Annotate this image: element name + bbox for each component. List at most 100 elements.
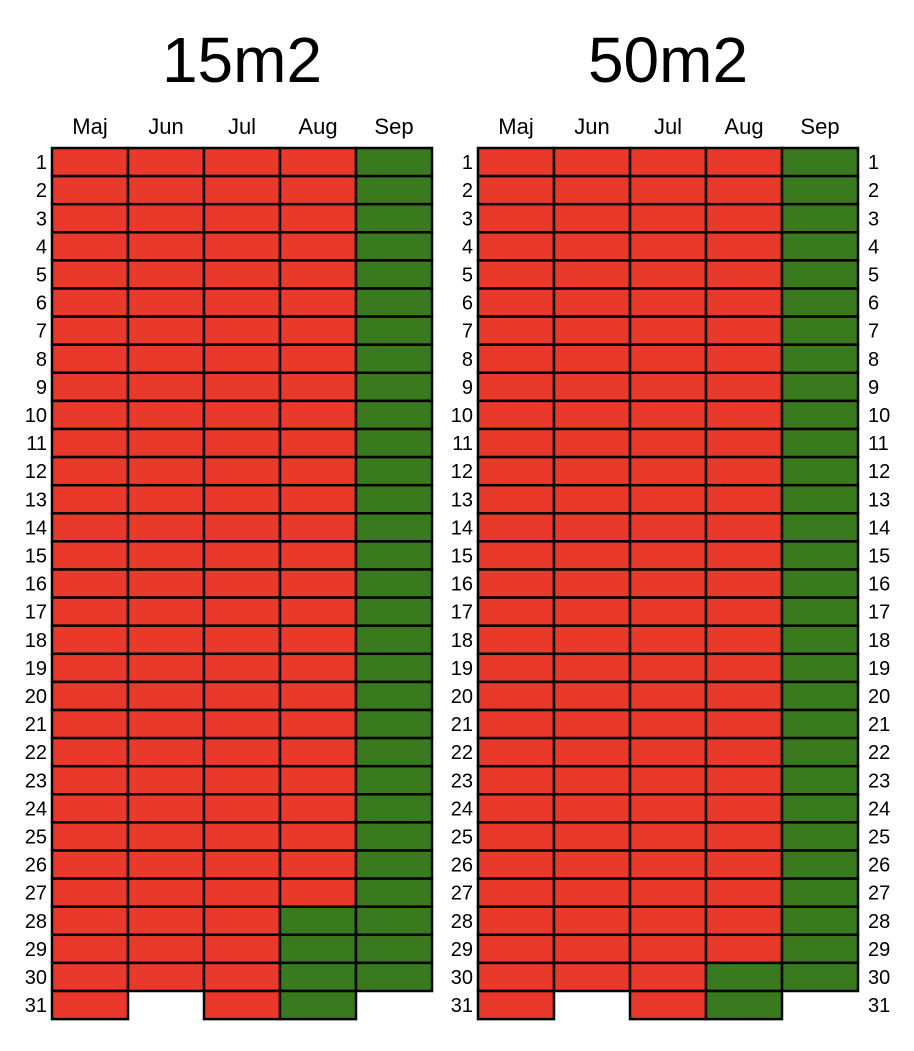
day-cell (202, 512, 282, 543)
day-cell (354, 315, 434, 346)
day-label: 31 (25, 995, 47, 1017)
day-cell (278, 821, 358, 852)
day-label: 3 (868, 208, 879, 230)
day-label: 21 (25, 714, 47, 736)
day-cell (780, 652, 860, 684)
day-cell (354, 343, 434, 375)
day-cell (50, 568, 130, 599)
day-label: 17 (451, 602, 473, 624)
day-cell (628, 399, 708, 431)
day-cell (126, 568, 206, 599)
panel-title: 15m2 (162, 24, 322, 96)
day-cell (354, 399, 434, 431)
day-label: 20 (25, 686, 47, 708)
day-label: 19 (25, 658, 47, 680)
day-cell (552, 455, 632, 487)
day-cell (126, 708, 206, 740)
day-cell (552, 399, 632, 431)
day-cell (354, 652, 434, 684)
day-cell (628, 596, 708, 627)
day-cell (278, 343, 358, 375)
day-cell (704, 764, 784, 796)
day-cell (354, 821, 434, 852)
day-label: 2 (462, 180, 473, 202)
day-cell (704, 708, 784, 740)
day-cell (552, 680, 632, 712)
day-cell (704, 905, 784, 937)
day-cell (126, 680, 206, 712)
day-cell (476, 680, 556, 712)
day-label: 27 (451, 883, 473, 905)
day-cell (628, 793, 708, 824)
day-cell (552, 652, 632, 684)
day-label: 27 (868, 883, 890, 905)
day-label: 8 (36, 349, 47, 371)
day-cell (126, 174, 206, 206)
day-label: 6 (36, 293, 47, 315)
day-cell (780, 399, 860, 431)
day-cell (704, 540, 784, 571)
day-cell (126, 652, 206, 684)
day-label: 16 (868, 574, 890, 596)
day-cell (552, 540, 632, 571)
day-cell (354, 877, 434, 908)
day-cell (476, 146, 556, 178)
day-label: 13 (25, 489, 47, 511)
day-cell (50, 399, 130, 431)
day-cell (354, 231, 434, 262)
day-label: 28 (451, 911, 473, 933)
day-cell (628, 877, 708, 908)
day-label: 6 (868, 293, 879, 315)
day-cell (628, 652, 708, 684)
day-cell (780, 596, 860, 627)
day-cell (476, 933, 556, 965)
day-cell (704, 596, 784, 627)
day-cell (780, 146, 860, 178)
day-cell (202, 568, 282, 599)
day-cell (202, 764, 282, 796)
day-cell (704, 455, 784, 487)
month-label: Jul (654, 114, 682, 139)
day-cell (126, 483, 206, 515)
day-cell (704, 568, 784, 599)
day-cell (628, 708, 708, 740)
day-cell (780, 287, 860, 318)
day-cell (50, 989, 130, 1021)
day-cell (50, 512, 130, 543)
day-label: 14 (451, 517, 473, 539)
day-cell (476, 961, 556, 993)
day-cell (552, 764, 632, 796)
day-cell (50, 287, 130, 318)
day-label: 19 (868, 658, 890, 680)
month-label: Maj (498, 114, 533, 139)
day-cell (126, 877, 206, 908)
day-cell (50, 764, 130, 796)
day-label: 12 (451, 461, 473, 483)
day-cell (780, 174, 860, 206)
day-label: 4 (36, 236, 47, 258)
day-cell (628, 287, 708, 318)
day-cell (476, 877, 556, 908)
day-label: 23 (868, 770, 890, 792)
day-cell (628, 821, 708, 852)
day-cell (50, 231, 130, 262)
day-label: 3 (462, 208, 473, 230)
day-cell (476, 202, 556, 234)
day-label: 16 (451, 574, 473, 596)
day-cell (704, 793, 784, 824)
day-label: 30 (868, 967, 890, 989)
day-cell (126, 961, 206, 993)
day-cell (628, 512, 708, 543)
day-label: 26 (25, 855, 47, 877)
day-cell (354, 540, 434, 571)
day-cell (780, 315, 860, 346)
day-cell (704, 146, 784, 178)
day-cell (278, 399, 358, 431)
day-cell (704, 315, 784, 346)
day-cell (628, 989, 708, 1021)
day-cell (126, 764, 206, 796)
day-cell (628, 343, 708, 375)
day-cell (202, 596, 282, 627)
day-cell (780, 680, 860, 712)
